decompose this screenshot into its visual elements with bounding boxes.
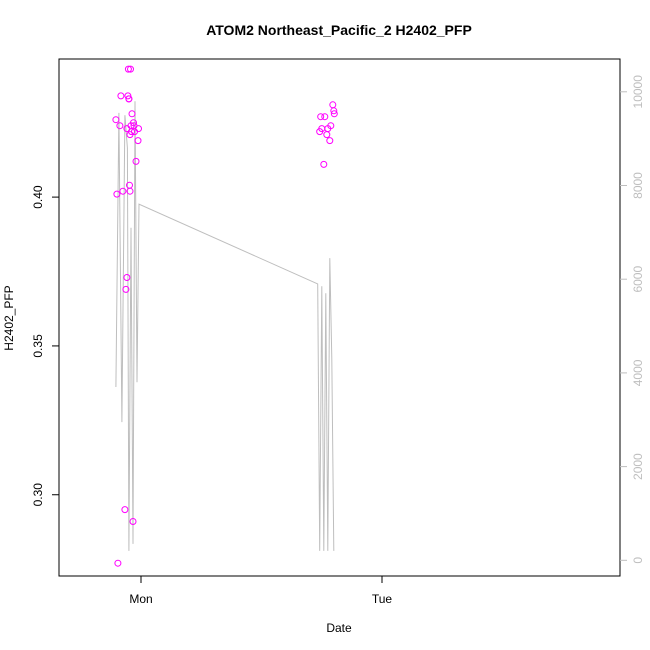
left-axis: 0.30 0.35 0.40 — [31, 185, 59, 506]
y2-tick-label: 0 — [631, 557, 645, 564]
plot-area — [58, 58, 621, 577]
data-point — [320, 160, 328, 168]
data-point — [125, 95, 133, 103]
data-point — [121, 506, 129, 514]
x-tick-label: Mon — [129, 592, 152, 606]
y2-tick-label: 6000 — [631, 266, 645, 293]
y-tick-label: 0.40 — [31, 185, 45, 209]
data-point — [128, 110, 136, 118]
data-point — [124, 65, 132, 73]
data-point — [123, 274, 131, 281]
chart-title: ATOM2 Northeast_Pacific_2 H2402_PFP — [206, 22, 472, 38]
series-line — [115, 101, 335, 551]
y2-tick-label: 8000 — [631, 172, 645, 199]
data-point — [112, 116, 120, 124]
data-point — [127, 65, 134, 73]
data-point — [116, 122, 124, 130]
y-tick-label: 0.35 — [31, 334, 45, 358]
data-point — [317, 113, 325, 121]
data-point — [119, 187, 127, 195]
data-point — [114, 559, 122, 567]
data-point — [135, 125, 142, 133]
data-point — [134, 137, 142, 145]
data-point — [126, 187, 134, 195]
x-axis-label: Date — [326, 621, 352, 635]
data-point — [113, 190, 121, 198]
y2-tick-label: 10000 — [631, 75, 645, 109]
y2-tick-label: 2000 — [631, 453, 645, 480]
point-series — [112, 65, 338, 567]
y-tick-label: 0.30 — [31, 483, 45, 507]
data-point — [124, 92, 132, 100]
data-point — [117, 92, 125, 100]
data-point — [323, 131, 331, 139]
data-point — [132, 157, 140, 165]
data-point — [128, 128, 135, 136]
data-point — [130, 119, 137, 127]
data-point — [330, 110, 338, 118]
data-point — [329, 101, 337, 109]
right-axis: 0 2000 4000 6000 8000 10000 — [620, 75, 645, 564]
y2-tick-label: 4000 — [631, 359, 645, 386]
y-axis-label: H2402_PFP — [2, 285, 16, 350]
data-point — [122, 285, 130, 293]
data-point — [330, 107, 338, 115]
data-point — [326, 137, 334, 145]
data-point — [327, 122, 335, 130]
bottom-axis: Mon Tue — [129, 576, 392, 606]
data-point — [129, 518, 137, 525]
line-series — [115, 101, 335, 551]
x-tick-label: Tue — [372, 592, 393, 606]
data-point — [321, 113, 329, 121]
